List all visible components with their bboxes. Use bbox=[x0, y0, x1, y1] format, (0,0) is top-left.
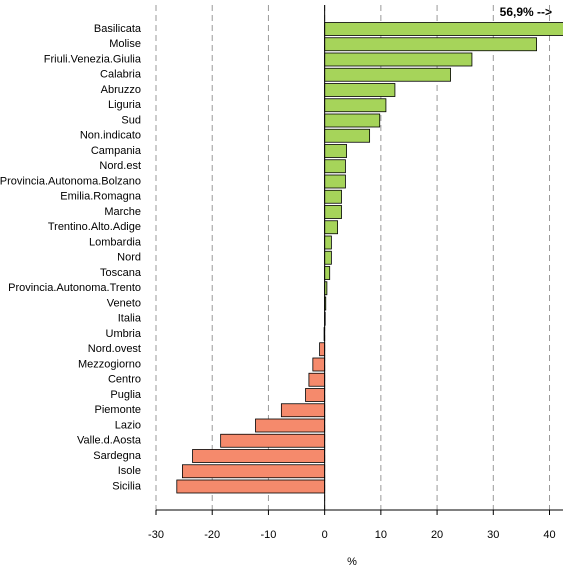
bar bbox=[324, 144, 347, 158]
y-tick-label: Lombardia bbox=[89, 236, 142, 248]
bar bbox=[324, 37, 537, 52]
y-tick-label: Valle.d.Aosta bbox=[77, 435, 142, 447]
bar bbox=[324, 220, 338, 235]
x-tick-label: 40 bbox=[543, 529, 555, 541]
y-tick-label: Italia bbox=[118, 313, 142, 325]
bar bbox=[324, 266, 331, 280]
bar bbox=[192, 449, 326, 463]
y-tick-label: Veneto bbox=[107, 297, 141, 309]
x-tick-label: -30 bbox=[148, 529, 164, 541]
y-tick-label: Sud bbox=[121, 114, 141, 126]
bar bbox=[324, 235, 332, 250]
bar bbox=[176, 479, 326, 494]
x-tick-label: -10 bbox=[260, 529, 276, 541]
y-tick-label: Sardegna bbox=[93, 450, 142, 462]
bar bbox=[324, 189, 342, 204]
y-tick-label: Campania bbox=[91, 145, 142, 157]
y-tick-label: Liguria bbox=[108, 99, 142, 111]
y-tick-label: Marche bbox=[104, 206, 141, 218]
x-tick-label: 10 bbox=[375, 529, 387, 541]
bar bbox=[182, 464, 326, 479]
y-tick-label: Nord.est bbox=[99, 160, 141, 172]
bar bbox=[324, 205, 342, 219]
bar bbox=[324, 83, 396, 97]
y-tick-label: Provincia.Autonoma.Bolzano bbox=[0, 175, 141, 187]
bar bbox=[220, 433, 326, 448]
bar bbox=[324, 250, 332, 265]
bar bbox=[324, 159, 346, 174]
y-tick-label: Isole bbox=[118, 465, 141, 477]
y-tick-label: Toscana bbox=[100, 267, 142, 279]
bar bbox=[308, 372, 326, 387]
y-tick-label: Umbria bbox=[106, 328, 142, 340]
y-tick-label: Friuli.Venezia.Giulia bbox=[44, 53, 142, 65]
y-tick-label: Molise bbox=[109, 38, 141, 50]
bar bbox=[324, 22, 563, 36]
x-tick-label: 20 bbox=[431, 529, 443, 541]
y-tick-label: Lazio bbox=[115, 419, 141, 431]
x-tick-label: -20 bbox=[204, 529, 220, 541]
x-axis-label: % bbox=[347, 556, 357, 568]
y-tick-label: Centro bbox=[108, 374, 141, 386]
y-tick-label: Provincia.Autonoma.Trento bbox=[8, 282, 141, 294]
y-tick-label: Mezzogiorno bbox=[78, 358, 141, 370]
y-tick-label: Puglia bbox=[110, 389, 141, 401]
y-tick-label: Calabria bbox=[100, 69, 142, 81]
bar bbox=[324, 174, 346, 189]
y-tick-label: Abruzzo bbox=[101, 84, 141, 96]
annotation: 56,9% --> bbox=[500, 5, 552, 19]
x-tick-label: 0 bbox=[322, 529, 328, 541]
y-tick-label: Basilicata bbox=[94, 23, 142, 35]
x-tick-label: 30 bbox=[487, 529, 499, 541]
y-tick-label: Nord bbox=[117, 252, 141, 264]
y-tick-label: Sicilia bbox=[112, 480, 142, 492]
y-tick-label: Piemonte bbox=[95, 404, 141, 416]
y-tick-label: Non.indicato bbox=[80, 130, 141, 142]
bar bbox=[319, 342, 326, 357]
bar bbox=[255, 418, 326, 433]
bar bbox=[324, 52, 473, 67]
bar bbox=[305, 388, 326, 402]
y-tick-label: Trentino.Alto.Adige bbox=[48, 221, 141, 233]
bar bbox=[312, 357, 326, 372]
y-tick-label: Nord.ovest bbox=[88, 343, 141, 355]
bar bbox=[280, 403, 326, 418]
bar bbox=[324, 98, 387, 113]
bar bbox=[324, 67, 451, 82]
bar bbox=[324, 113, 381, 128]
bar bbox=[324, 128, 371, 143]
y-tick-label: Emilia.Romagna bbox=[60, 191, 142, 203]
